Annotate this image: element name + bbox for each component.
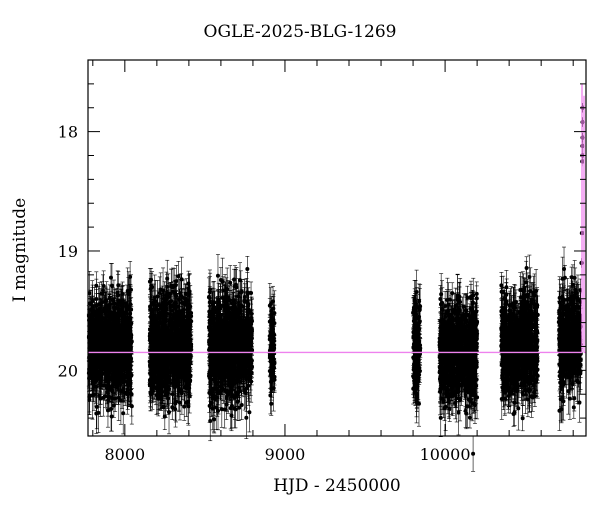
point-marker: [90, 365, 95, 370]
point-marker: [128, 307, 133, 312]
data-points-layer: [86, 102, 585, 472]
point-marker: [105, 334, 110, 339]
chart-title: OGLE-2025-BLG-1269: [0, 22, 600, 42]
point-marker: [104, 303, 109, 308]
point-marker: [89, 316, 94, 321]
point-marker: [125, 304, 130, 309]
point-marker: [113, 363, 118, 368]
point-marker: [103, 321, 108, 326]
point-marker: [109, 407, 114, 412]
point-marker: [127, 325, 132, 330]
point-marker: [116, 283, 121, 288]
point-marker: [119, 353, 124, 358]
point-marker: [125, 382, 130, 387]
point-marker: [95, 348, 100, 353]
point-marker: [117, 307, 122, 312]
point-marker: [93, 380, 98, 385]
point-marker: [107, 339, 112, 344]
point-marker: [129, 404, 134, 409]
point-marker: [109, 414, 114, 419]
point-marker: [109, 283, 114, 288]
point-marker: [89, 307, 94, 312]
point-marker: [128, 274, 133, 279]
point-marker: [119, 327, 124, 332]
point-marker: [95, 364, 100, 369]
point-marker: [121, 411, 126, 416]
point-marker: [99, 333, 104, 338]
point-marker: [112, 324, 117, 329]
point-marker: [123, 346, 128, 351]
point-marker: [128, 372, 133, 377]
point-marker: [103, 394, 108, 399]
point-marker: [100, 288, 105, 293]
point-marker: [100, 363, 105, 368]
point-marker: [98, 396, 103, 401]
point-marker: [116, 395, 121, 400]
point-marker: [127, 343, 132, 348]
point-marker: [120, 336, 125, 341]
point-marker: [111, 301, 116, 306]
point-marker: [97, 339, 102, 344]
point-marker: [93, 331, 98, 336]
point-marker: [107, 387, 112, 392]
point-marker: [95, 327, 100, 332]
point-marker: [106, 380, 111, 385]
point-marker: [116, 372, 121, 377]
point-marker: [94, 411, 99, 416]
point-marker: [94, 404, 99, 409]
point-marker: [127, 366, 132, 371]
point-marker: [108, 275, 113, 280]
point-marker: [111, 319, 116, 324]
